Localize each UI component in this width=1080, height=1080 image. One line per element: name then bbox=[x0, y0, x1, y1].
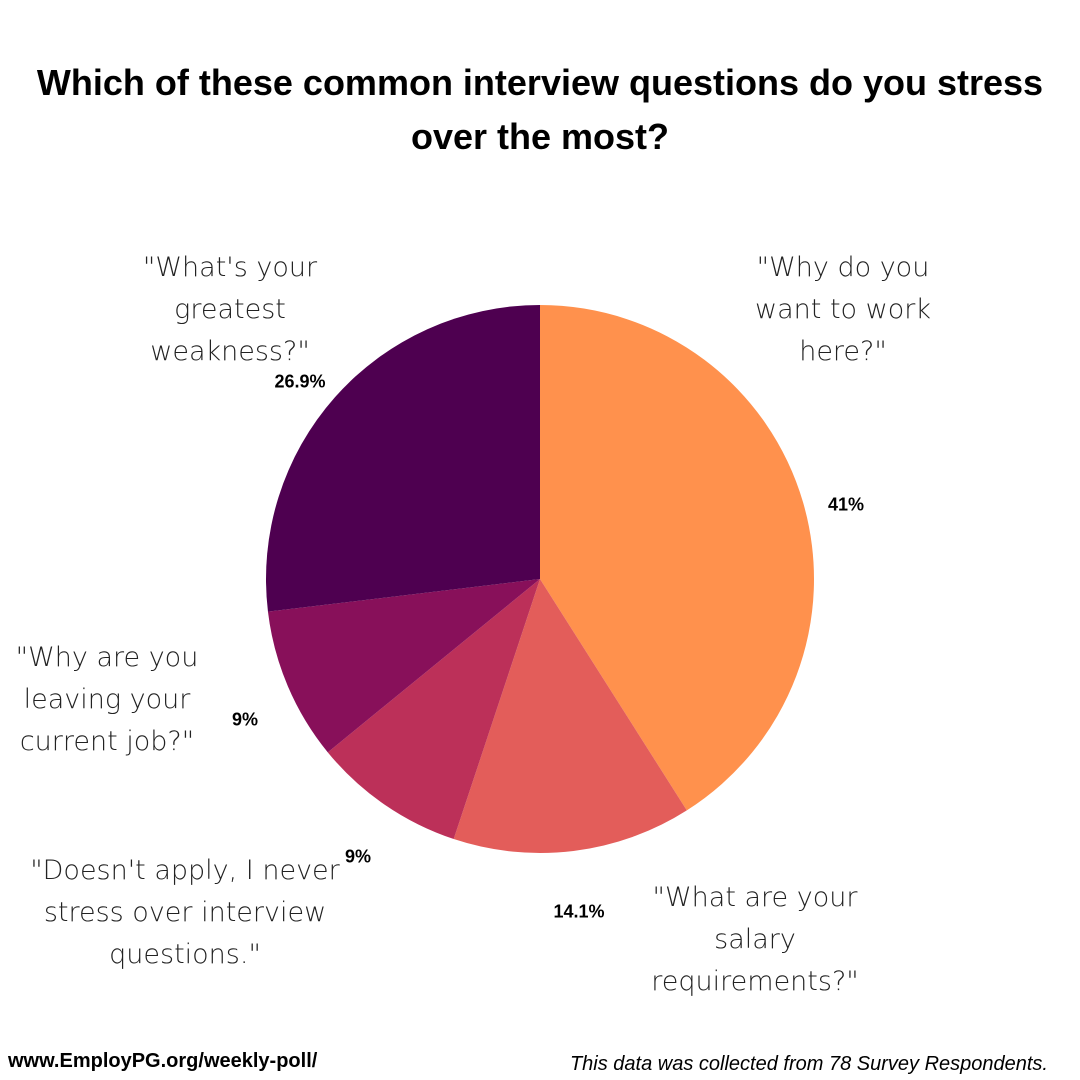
category-label: "What are your salary requirements?" bbox=[651, 882, 859, 997]
chart-title: Which of these common interview question… bbox=[36, 62, 1044, 157]
value-label: 9% bbox=[344, 846, 372, 867]
value-label: 9% bbox=[231, 709, 259, 730]
pie-slice bbox=[327, 579, 540, 840]
source-link: www.EmployPG.org/weekly-poll/ bbox=[8, 1050, 318, 1072]
footnote: This data was collected from 78 Survey R… bbox=[569, 1053, 1048, 1075]
pie-slice bbox=[266, 305, 540, 612]
category-label: "Doesn't apply, I never stress over inte… bbox=[30, 855, 340, 970]
pie-slice bbox=[540, 305, 814, 811]
pie-slice bbox=[267, 579, 540, 753]
category-label: "Why do you want to work here?" bbox=[755, 252, 931, 367]
value-label: 26.9% bbox=[274, 371, 326, 392]
category-label: "Why are you leaving your current job?" bbox=[15, 642, 199, 757]
pie-slice bbox=[453, 579, 687, 853]
value-label: 14.1% bbox=[553, 901, 605, 922]
value-label: 41% bbox=[827, 494, 865, 515]
category-label: "What's your greatest weakness?" bbox=[142, 252, 318, 367]
